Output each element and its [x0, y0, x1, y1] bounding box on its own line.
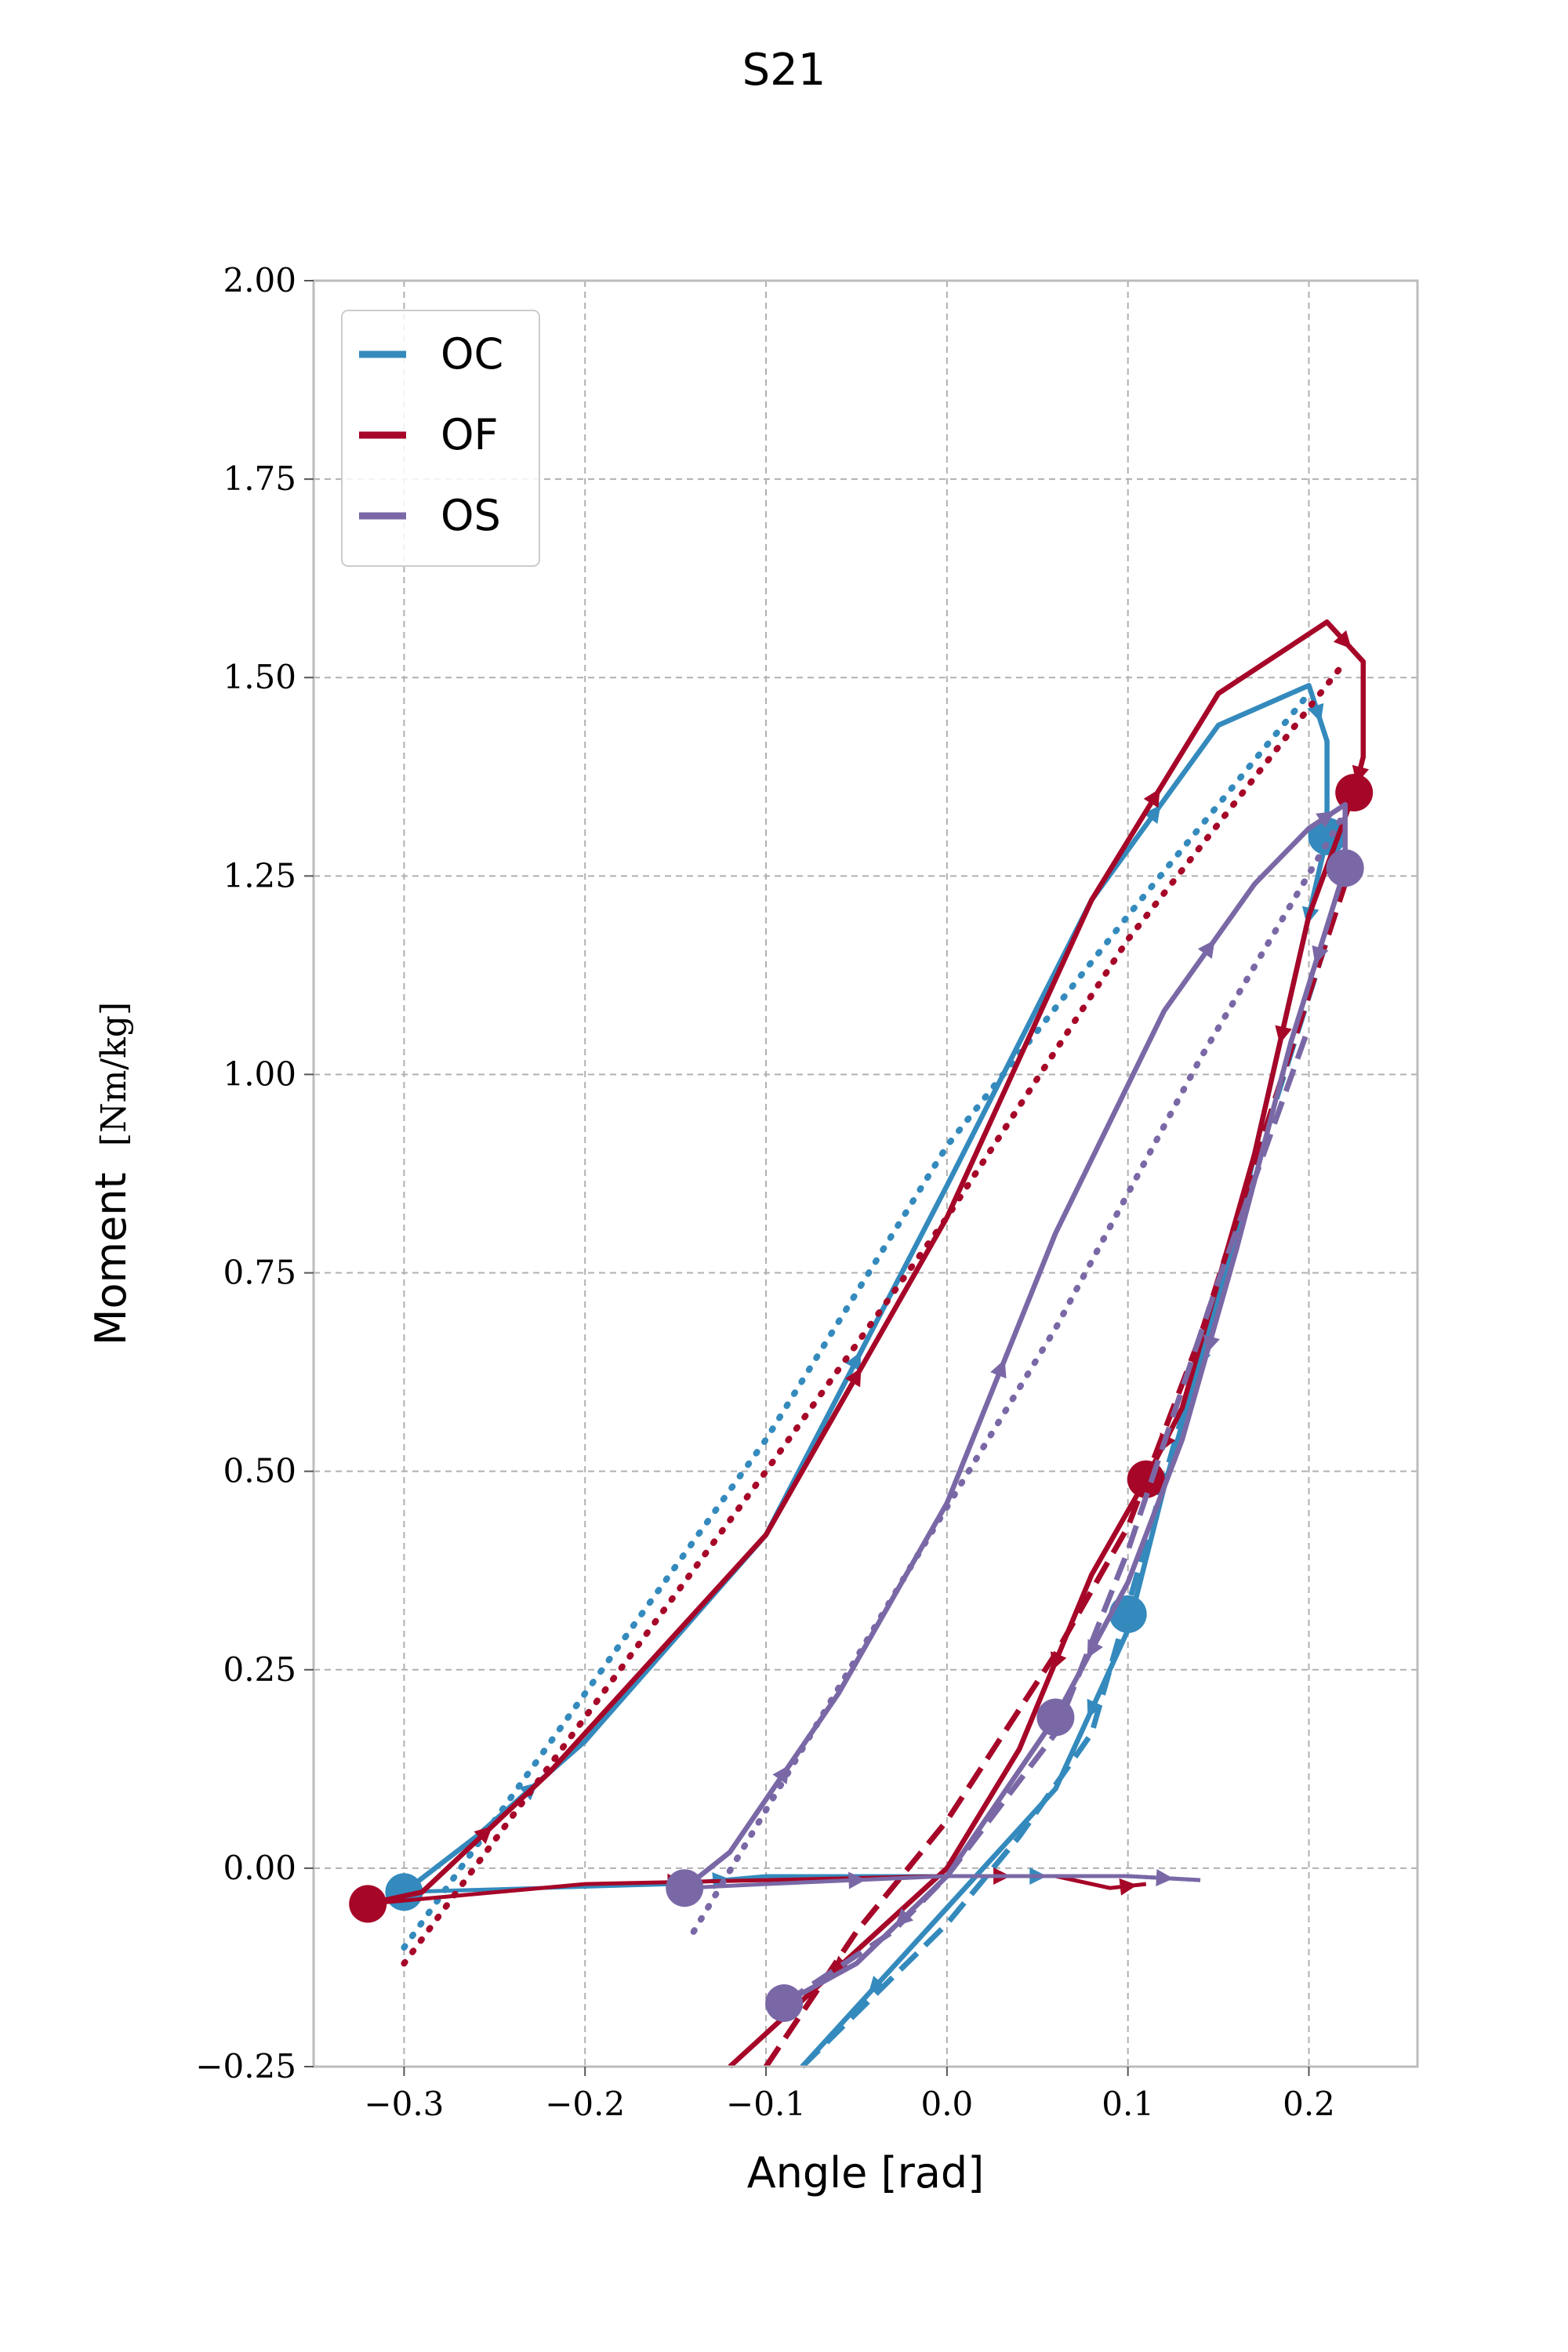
direction-marker: [1143, 804, 1161, 824]
direction-marker: [1119, 1878, 1138, 1896]
legend: OC OF OS: [341, 310, 540, 567]
series-of-dashed-line: [764, 883, 1348, 2068]
series-os-point: [765, 1984, 804, 2022]
axis-ticks: −0.3 −0.2 −0.1 0.0 0.1 0.2 −0.25 0.00 0.25 0.50 0.…: [195, 261, 1335, 2123]
plot-series: [349, 619, 1374, 2069]
series-of-loop-line: [367, 619, 1367, 2069]
legend-label-os: OS: [441, 491, 501, 540]
y-tick-label: −0.25: [195, 2047, 296, 2085]
y-tick-label: 1.00: [223, 1054, 296, 1093]
direction-marker: [848, 1871, 866, 1889]
direction-marker: [1316, 811, 1335, 829]
series-os-point: [1036, 1698, 1075, 1737]
y-tick-label: 0.50: [223, 1452, 296, 1490]
direction-marker: [1203, 1334, 1220, 1354]
series-os-point: [666, 1869, 704, 1907]
direction-marker: [1143, 788, 1160, 808]
y-tick-label: 2.00: [223, 261, 296, 299]
direction-marker: [1307, 702, 1324, 723]
series-oc-point: [1109, 1595, 1147, 1633]
series-of-point: [349, 1885, 387, 1923]
direction-marker: [844, 1367, 862, 1388]
series-os-dashed-line: [782, 1025, 1312, 2005]
x-tick-label: 0.1: [1102, 2085, 1154, 2123]
series-of-point: [1127, 1460, 1165, 1498]
direction-marker: [1087, 1698, 1103, 1719]
direction-marker: [1197, 939, 1215, 960]
series-os: [666, 801, 1364, 2022]
x-tick-label: 0.2: [1283, 2085, 1335, 2123]
series-oc-dashed-line: [800, 938, 1330, 2069]
x-tick-label: −0.2: [545, 2085, 625, 2123]
direction-marker: [1312, 945, 1329, 965]
chart-title: S21: [742, 45, 826, 96]
y-tick-label: 0.00: [223, 1849, 296, 1887]
series-os-point: [1326, 849, 1364, 887]
direction-marker: [1275, 1025, 1292, 1044]
direction-marker: [1156, 1868, 1174, 1886]
series-of: [349, 619, 1374, 2069]
direction-marker: [1333, 630, 1352, 649]
y-axis-label-unit: [Nm/kg]: [94, 1002, 134, 1146]
direction-marker: [1087, 1639, 1103, 1659]
plot-frame: [312, 279, 1419, 2068]
direction-marker: [474, 1826, 493, 1845]
y-axis-label-text: Moment: [86, 1172, 136, 1345]
y-tick-label: 1.50: [223, 658, 296, 696]
y-tick-label: 1.75: [223, 459, 296, 498]
series-of-dotted-line: [401, 659, 1348, 1967]
y-axis-label-group: Moment [Nm/kg]: [86, 1002, 136, 1345]
series-oc-dotted-line: [401, 690, 1312, 1951]
legend-label-oc: OC: [441, 329, 503, 379]
direction-marker: [845, 1352, 862, 1371]
legend-box: [341, 310, 540, 567]
direction-marker: [990, 1359, 1007, 1379]
y-tick-label: 0.25: [223, 1650, 296, 1689]
series-os-loop-line: [683, 801, 1348, 2005]
series-os-dotted-line: [690, 809, 1348, 1935]
legend-label-of: OF: [441, 410, 499, 459]
direction-marker: [1051, 1651, 1067, 1671]
x-axis-label: Angle [rad]: [747, 2148, 985, 2198]
direction-marker: [868, 1975, 887, 1994]
direction-marker: [895, 1907, 914, 1927]
direction-marker: [772, 1765, 789, 1784]
y-tick-label: 0.75: [223, 1254, 296, 1292]
x-tick-label: −0.1: [726, 2085, 806, 2123]
x-tick-label: −0.3: [364, 2085, 444, 2123]
y-tick-label: 1.25: [223, 856, 296, 895]
x-tick-label: 0.0: [920, 2085, 973, 2123]
y-axis-label: Moment [Nm/kg]: [86, 1002, 136, 1345]
